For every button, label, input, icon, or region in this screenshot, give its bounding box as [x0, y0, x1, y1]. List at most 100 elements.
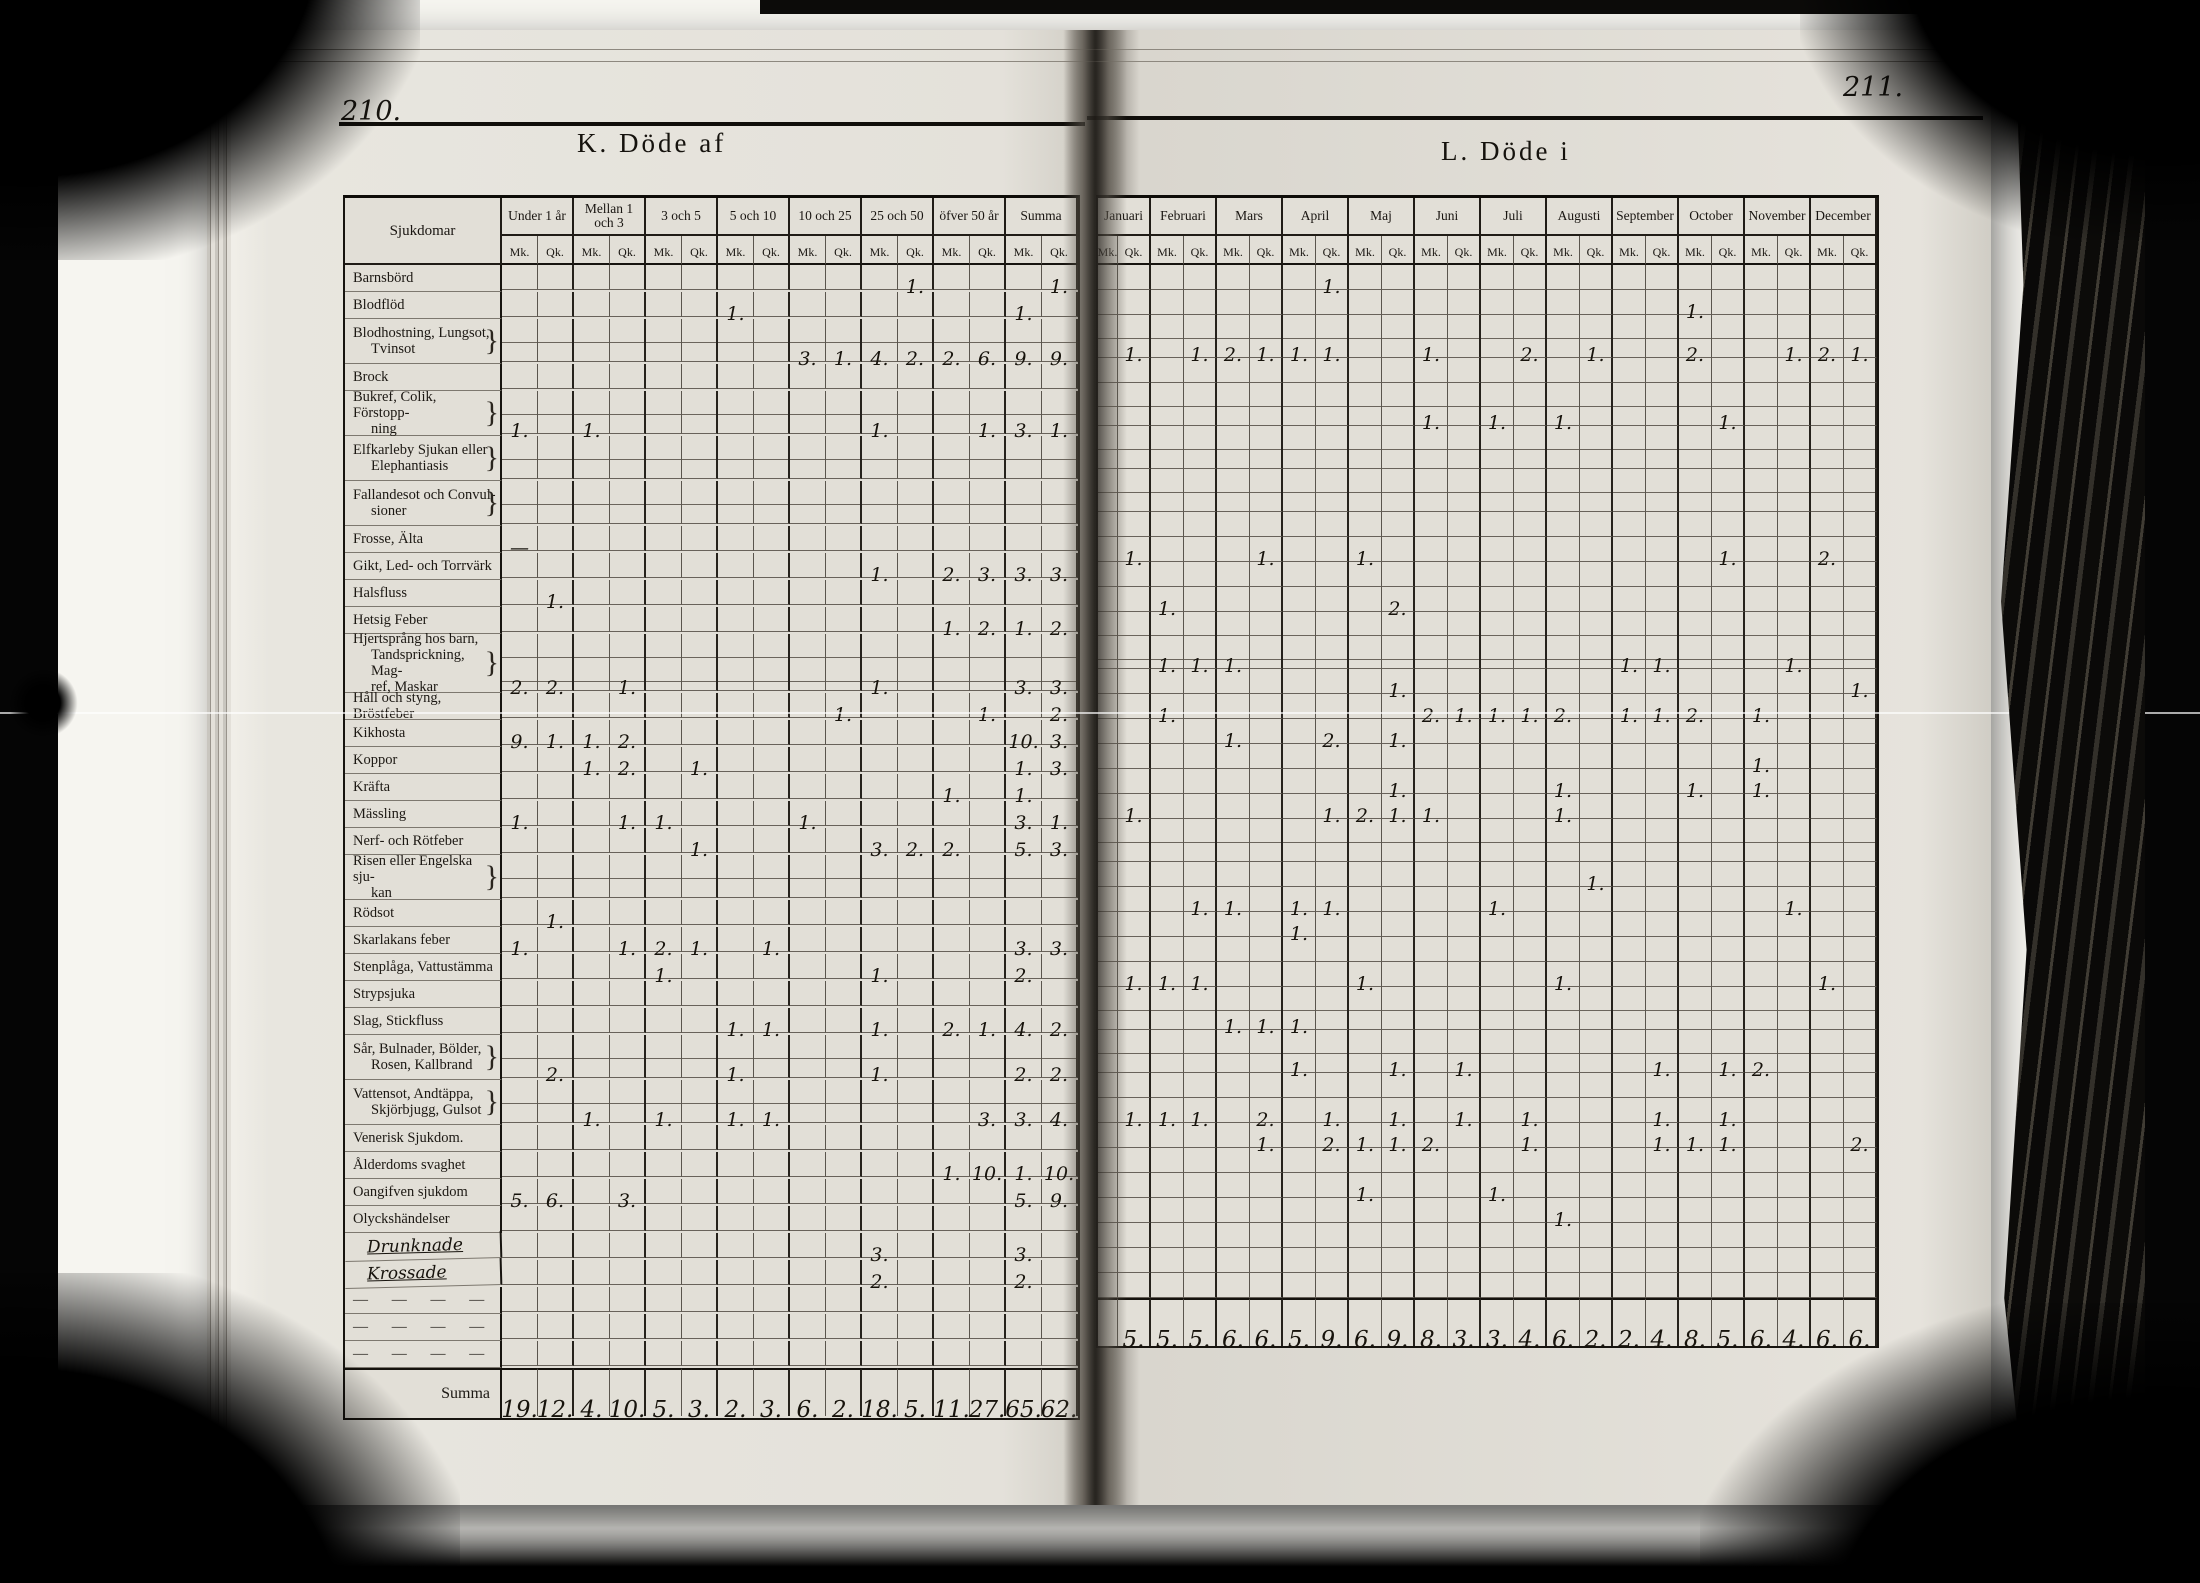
table-cell — [1217, 1273, 1250, 1298]
handwritten-value: 1. — [1256, 548, 1275, 570]
book-top-edge — [760, 0, 2140, 14]
table-cell — [1844, 358, 1877, 383]
table-cell — [574, 774, 610, 799]
table-cell — [1316, 1223, 1349, 1248]
sub-header-mk: Mk. — [1679, 236, 1712, 265]
table-cell — [1712, 694, 1745, 719]
table-cell — [1613, 669, 1646, 694]
table-cell — [1283, 719, 1316, 744]
table-cell — [1184, 1173, 1217, 1198]
table-cell — [1481, 669, 1514, 694]
handwritten-total: 4. — [1518, 1327, 1541, 1353]
table-cell — [1844, 426, 1877, 469]
table-cell — [1184, 769, 1217, 794]
table-cell — [1646, 987, 1679, 1030]
table-cell — [1098, 744, 1118, 769]
sub-header-qk: Qk. — [1580, 236, 1613, 265]
row-label-line: Ålderdoms svaghet — [353, 1157, 466, 1173]
table-cell — [1283, 562, 1316, 587]
row-label: Kikhosta — [345, 720, 502, 747]
table-cell — [1778, 669, 1811, 694]
table-cell — [898, 1080, 934, 1123]
table-cell — [898, 1035, 934, 1078]
table-cell — [1712, 987, 1745, 1030]
table-cell — [1250, 265, 1283, 290]
table-cell — [1613, 819, 1646, 862]
table-cell — [1448, 512, 1481, 537]
table-cell — [1613, 769, 1646, 794]
table-cell — [934, 292, 970, 317]
table-cell — [970, 801, 1006, 826]
table-cell: 1. — [1613, 612, 1646, 676]
handwritten-value: 1. — [1355, 1184, 1375, 1206]
table-cell — [1745, 794, 1778, 819]
table-cell — [862, 1287, 898, 1312]
table-cell: 2. — [934, 828, 970, 860]
table-cell — [1250, 469, 1283, 512]
table-cell — [502, 481, 538, 524]
table-cell: 1. — [1712, 1098, 1745, 1130]
table-cell — [1679, 987, 1712, 1030]
table-cell — [862, 981, 898, 1006]
table-cell — [1448, 587, 1481, 612]
left-title-rule — [339, 122, 1085, 126]
table-cell — [1745, 987, 1778, 1030]
table-cell — [1547, 887, 1580, 912]
table-cell — [1481, 1123, 1514, 1148]
table-cell — [1415, 769, 1448, 794]
page-stack-edges — [207, 36, 231, 1491]
handwritten-value: 1. — [1124, 548, 1143, 570]
summa-cell: 18. — [861, 1368, 898, 1422]
table-cell — [574, 900, 610, 925]
table-cell — [502, 1341, 538, 1366]
handwritten-total: 65. — [1005, 1397, 1042, 1423]
table-cell — [1184, 1030, 1217, 1073]
table-cell — [1580, 469, 1613, 512]
table-cell — [1547, 562, 1580, 587]
table-cell — [1250, 1198, 1283, 1223]
table-cell — [1098, 612, 1118, 669]
table-cell — [1679, 1073, 1712, 1098]
table-cell — [1580, 1148, 1613, 1173]
table-cell: 1. — [538, 900, 574, 932]
table-cell: 2. — [1547, 694, 1580, 726]
table-cell: 1. — [862, 1035, 898, 1085]
table-cell: 1. — [538, 580, 574, 612]
row-label-line: Vattensot, Andtäppa, — [353, 1086, 474, 1102]
sub-header-qk: Qk. — [826, 236, 862, 265]
table-cell: 1. — [862, 634, 898, 698]
table-cell — [682, 981, 718, 1006]
handwritten-value: 6. — [977, 348, 997, 370]
row-label: Koppor — [345, 747, 502, 774]
handwritten-value: 1. — [689, 758, 709, 780]
table-cell — [538, 1314, 574, 1339]
table-cell — [718, 1152, 754, 1177]
table-cell — [682, 855, 718, 898]
table-cell — [754, 1260, 790, 1285]
table-cell — [1547, 1273, 1580, 1298]
table-cell — [1382, 1073, 1415, 1098]
table-cell — [1098, 719, 1118, 744]
table-cell — [1217, 1223, 1250, 1248]
table-cell — [1844, 862, 1877, 887]
table-cell — [1184, 265, 1217, 290]
row-label-line: Kikhosta — [353, 725, 406, 741]
table-cell — [1118, 1273, 1151, 1298]
table-cell — [826, 774, 862, 799]
table-cell — [1184, 469, 1217, 512]
table-cell — [934, 1080, 970, 1123]
table-cell — [970, 292, 1006, 317]
table-cell — [1679, 794, 1712, 819]
table-cell: 1. — [1415, 383, 1448, 433]
table-cell — [1712, 290, 1745, 315]
table-cell — [718, 1125, 754, 1150]
table-cell — [1646, 469, 1679, 512]
handwritten-value: 1. — [582, 420, 601, 442]
table-cell — [1118, 987, 1151, 1030]
table-cell — [1646, 937, 1679, 962]
label-brace: } — [484, 441, 499, 474]
table-cell — [826, 634, 862, 691]
table-cell — [1778, 426, 1811, 469]
table-cell — [1481, 1223, 1514, 1248]
table-cell — [1217, 862, 1250, 887]
